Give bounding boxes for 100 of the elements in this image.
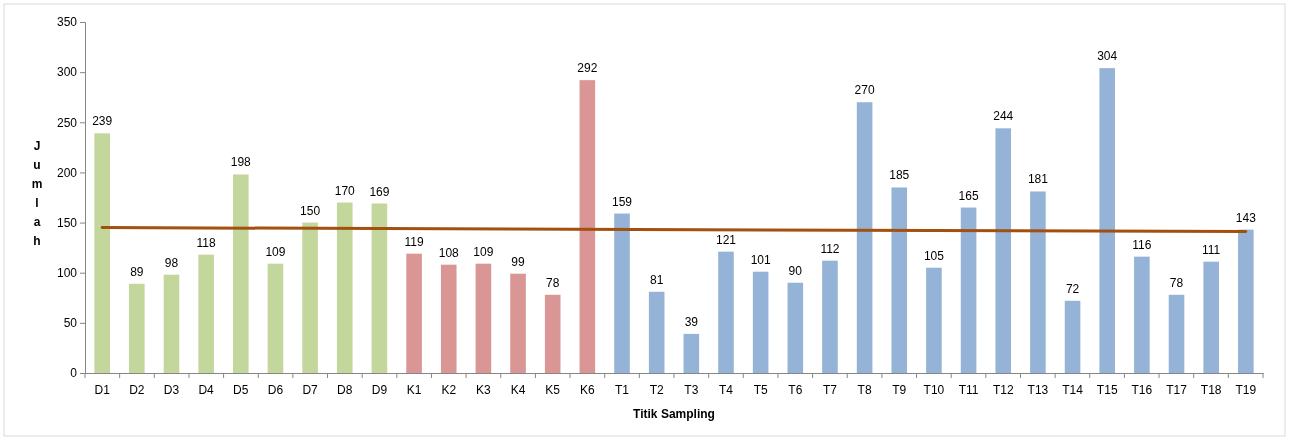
bar <box>648 291 665 373</box>
y-tick-label: 200 <box>56 165 78 180</box>
data-label: 112 <box>820 241 840 256</box>
data-label: 111 <box>1202 242 1221 257</box>
x-tick-label: T16 <box>1131 382 1153 397</box>
bar <box>510 273 526 373</box>
bar <box>198 254 214 373</box>
data-label: 39 <box>684 314 699 329</box>
bar <box>1030 191 1046 373</box>
data-label: 78 <box>546 275 560 290</box>
data-label: 239 <box>92 114 113 129</box>
bar <box>787 282 804 373</box>
data-label: 270 <box>854 83 875 98</box>
bar <box>163 274 180 373</box>
data-label: 72 <box>1065 281 1080 296</box>
x-tick-label: T11 <box>958 382 979 397</box>
bar <box>614 213 630 373</box>
x-tick-label: T14 <box>1062 382 1084 397</box>
data-label: 119 <box>404 234 424 249</box>
bar <box>995 128 1012 373</box>
data-label: 244 <box>993 109 1014 124</box>
y-tick-label: 50 <box>63 316 78 331</box>
x-tick-label: K5 <box>545 382 561 397</box>
y-tick-label: 100 <box>56 266 78 281</box>
x-tick-label: T9 <box>892 382 907 397</box>
bar <box>1203 261 1219 373</box>
x-tick-label: K1 <box>406 382 422 397</box>
x-tick-label: D1 <box>94 382 111 397</box>
data-label: 89 <box>130 264 144 279</box>
data-label: 98 <box>164 255 179 270</box>
x-tick-label: D6 <box>267 382 284 397</box>
data-label: 101 <box>750 252 771 267</box>
x-tick-label: T13 <box>1027 382 1049 397</box>
data-label: 118 <box>196 235 217 250</box>
y-tick-label: 0 <box>70 366 78 381</box>
y-axis-title: Jumlah <box>31 139 43 248</box>
x-tick-label: K4 <box>510 382 526 397</box>
bar <box>1168 294 1185 373</box>
bar <box>267 263 284 373</box>
x-tick-label: T4 <box>718 382 734 397</box>
x-tick-label: K6 <box>580 382 596 397</box>
y-tick-label: 150 <box>56 215 78 230</box>
data-label: 81 <box>649 272 664 287</box>
bar <box>302 222 318 373</box>
x-tick-label: T15 <box>1096 382 1118 397</box>
bar <box>544 294 561 373</box>
data-label: 304 <box>1097 49 1118 64</box>
data-label: 150 <box>300 203 321 218</box>
x-tick-label: T3 <box>684 382 699 397</box>
x-tick-label: K2 <box>441 382 457 397</box>
x-axis-title: Titik Sampling <box>633 407 715 421</box>
x-tick-label: T17 <box>1166 382 1188 397</box>
x-tick-label: T19 <box>1235 382 1257 397</box>
x-tick-label: D2 <box>129 382 145 397</box>
x-tick-label: T8 <box>857 382 872 397</box>
data-label: 121 <box>715 232 737 247</box>
bar <box>232 174 249 373</box>
x-tick-label: T6 <box>788 382 803 397</box>
bar <box>891 187 908 373</box>
bar <box>1238 229 1254 373</box>
data-label: 78 <box>1169 275 1184 290</box>
data-label: 90 <box>788 263 803 278</box>
y-tick-label: 250 <box>56 115 78 130</box>
x-tick-label: D4 <box>198 382 215 397</box>
x-tick-label: T2 <box>649 382 664 397</box>
bar <box>336 202 353 373</box>
x-tick-label: D7 <box>302 382 319 397</box>
x-tick-label: K3 <box>476 382 492 397</box>
data-label: 99 <box>511 254 526 269</box>
data-label: 109 <box>265 244 286 259</box>
bar <box>475 263 492 373</box>
x-tick-label: T10 <box>923 382 945 397</box>
x-tick-label: D8 <box>337 382 353 397</box>
bar <box>856 102 873 373</box>
bar <box>926 267 942 373</box>
data-label: 109 <box>473 244 494 259</box>
data-label: 143 <box>1235 210 1257 225</box>
data-label: 159 <box>612 194 633 209</box>
x-tick-label: D9 <box>371 382 388 397</box>
x-tick-label: T12 <box>992 382 1014 397</box>
bar <box>960 207 977 373</box>
data-label: 170 <box>334 183 356 198</box>
x-tick-label: T5 <box>753 382 768 397</box>
x-tick-label: T18 <box>1200 382 1222 397</box>
data-label: 108 <box>438 245 460 260</box>
data-label: 116 <box>1132 237 1152 252</box>
data-label: 198 <box>230 155 252 170</box>
bar <box>440 264 457 373</box>
bar <box>752 271 769 373</box>
y-tick-label: 350 <box>56 15 78 30</box>
y-tick-label: 300 <box>56 65 78 80</box>
bar <box>406 253 422 373</box>
x-tick-label: T7 <box>822 382 838 397</box>
data-label: 169 <box>369 184 390 199</box>
bar <box>1064 300 1081 373</box>
bar <box>822 260 838 373</box>
x-tick-label: D3 <box>163 382 180 397</box>
bar <box>129 283 145 373</box>
data-label: 185 <box>889 168 910 183</box>
data-label: 105 <box>923 248 945 263</box>
